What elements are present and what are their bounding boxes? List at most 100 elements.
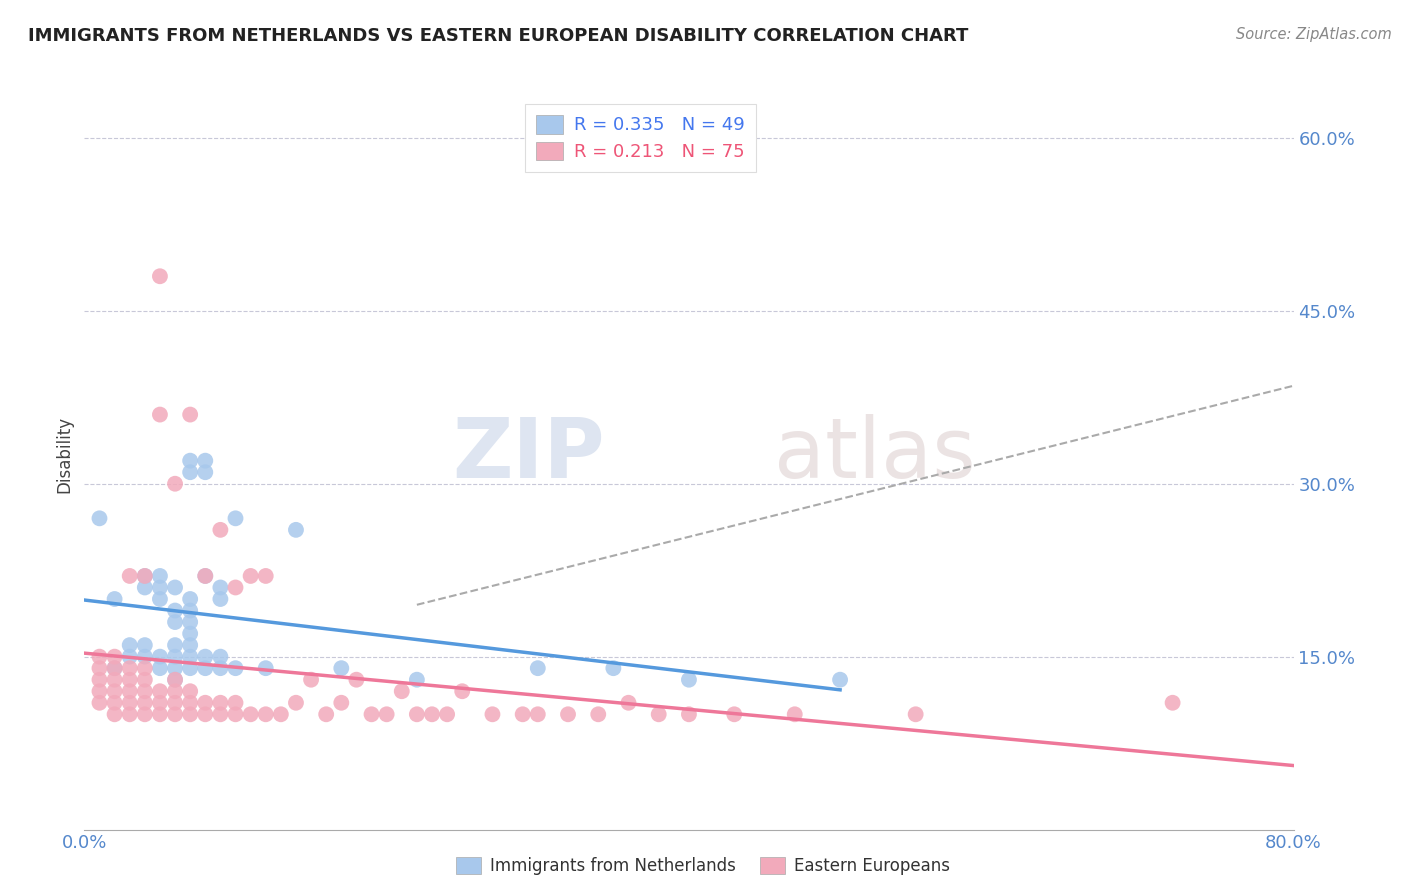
Point	[225, 511, 247, 525]
Point	[134, 569, 156, 583]
Point	[194, 569, 217, 583]
Point	[118, 684, 141, 698]
Point	[165, 615, 187, 629]
Point	[179, 615, 201, 629]
Point	[104, 696, 127, 710]
Point	[89, 511, 111, 525]
Point	[299, 673, 322, 687]
Point	[149, 661, 172, 675]
Point	[254, 707, 277, 722]
Point	[134, 661, 156, 675]
Point	[179, 696, 201, 710]
Point	[179, 453, 201, 467]
Point	[104, 661, 127, 675]
Point	[512, 707, 534, 722]
Point	[209, 581, 232, 595]
Point	[225, 696, 247, 710]
Point	[179, 638, 201, 652]
Point	[330, 661, 353, 675]
Point	[89, 673, 111, 687]
Point	[436, 707, 458, 722]
Legend: R = 0.335   N = 49, R = 0.213   N = 75: R = 0.335 N = 49, R = 0.213 N = 75	[526, 104, 756, 172]
Point	[89, 649, 111, 664]
Point	[118, 696, 141, 710]
Point	[481, 707, 503, 722]
Point	[149, 707, 172, 722]
Point	[254, 661, 277, 675]
Point	[194, 707, 217, 722]
Point	[134, 649, 156, 664]
Point	[194, 569, 217, 583]
Point	[149, 581, 172, 595]
Point	[149, 408, 172, 422]
Point	[179, 684, 201, 698]
Point	[179, 603, 201, 617]
Point	[451, 684, 474, 698]
Point	[134, 581, 156, 595]
Point	[104, 684, 127, 698]
Point	[360, 707, 382, 722]
Point	[678, 673, 700, 687]
Point	[118, 661, 141, 675]
Point	[527, 661, 550, 675]
Text: IMMIGRANTS FROM NETHERLANDS VS EASTERN EUROPEAN DISABILITY CORRELATION CHART: IMMIGRANTS FROM NETHERLANDS VS EASTERN E…	[28, 27, 969, 45]
Point	[179, 465, 201, 479]
Point	[134, 673, 156, 687]
Point	[678, 707, 700, 722]
Point	[194, 465, 217, 479]
Point	[149, 569, 172, 583]
Point	[209, 707, 232, 722]
Point	[209, 592, 232, 607]
Point	[104, 592, 127, 607]
Point	[179, 592, 201, 607]
Point	[254, 569, 277, 583]
Point	[346, 673, 368, 687]
Point	[225, 661, 247, 675]
Point	[165, 581, 187, 595]
Point	[104, 649, 127, 664]
Point	[104, 661, 127, 675]
Point	[225, 707, 247, 722]
Point	[149, 269, 172, 284]
Point	[118, 569, 141, 583]
Point	[134, 707, 156, 722]
Point	[315, 707, 337, 722]
Point	[602, 661, 624, 675]
Point	[165, 673, 187, 687]
Point	[617, 696, 640, 710]
Point	[165, 696, 187, 710]
Point	[527, 707, 550, 722]
Point	[194, 649, 217, 664]
Point	[149, 649, 172, 664]
Point	[209, 523, 232, 537]
Point	[420, 707, 443, 722]
Point	[149, 684, 172, 698]
Point	[179, 408, 201, 422]
Point	[1161, 696, 1184, 710]
Point	[194, 696, 217, 710]
Point	[165, 638, 187, 652]
Point	[375, 707, 398, 722]
Point	[194, 453, 217, 467]
Point	[118, 649, 141, 664]
Point	[165, 684, 187, 698]
Point	[165, 649, 187, 664]
Point	[557, 707, 579, 722]
Point	[179, 649, 201, 664]
Point	[149, 592, 172, 607]
Point	[104, 707, 127, 722]
Point	[270, 707, 292, 722]
Point	[104, 673, 127, 687]
Text: atlas: atlas	[773, 415, 976, 495]
Point	[588, 707, 610, 722]
Point	[134, 569, 156, 583]
Point	[285, 696, 308, 710]
Point	[830, 673, 852, 687]
Point	[179, 707, 201, 722]
Point	[118, 673, 141, 687]
Point	[406, 673, 429, 687]
Point	[89, 661, 111, 675]
Point	[179, 661, 201, 675]
Point	[648, 707, 671, 722]
Point	[406, 707, 429, 722]
